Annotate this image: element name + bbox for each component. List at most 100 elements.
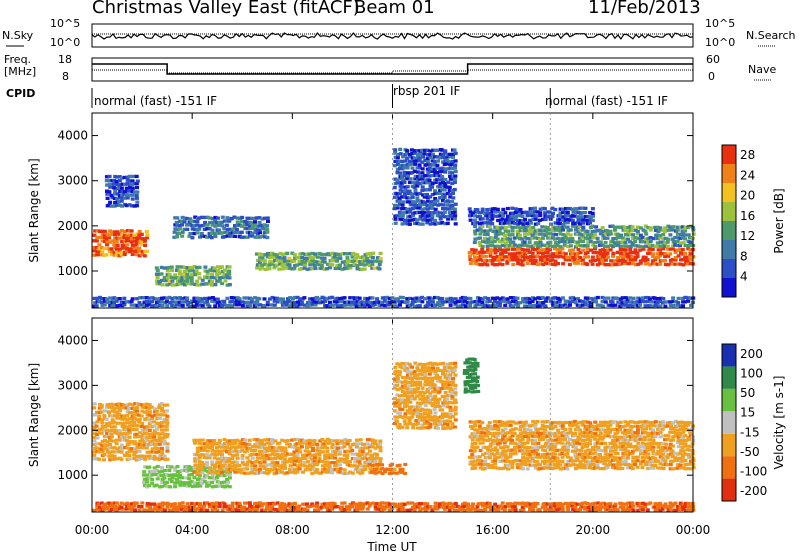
data-cell — [501, 449, 506, 453]
data-cell — [578, 256, 583, 260]
data-cell — [397, 426, 402, 430]
data-cell — [475, 258, 480, 262]
data-cell — [438, 156, 443, 160]
data-cell — [167, 272, 172, 277]
data-cell — [253, 227, 258, 231]
data-cell — [426, 199, 431, 203]
data-cell — [535, 232, 540, 236]
data-band-3 — [154, 264, 232, 287]
data-cell — [328, 300, 332, 304]
data-cell — [237, 223, 242, 227]
data-cell — [581, 218, 586, 222]
data-cell — [513, 247, 518, 251]
data-cell — [443, 373, 448, 377]
data-cell — [533, 463, 538, 467]
data-cell — [659, 296, 664, 300]
data-cell — [97, 243, 102, 247]
data-cell — [575, 220, 580, 225]
data-cell — [170, 476, 175, 480]
data-cell — [602, 236, 607, 240]
nsky-label: N.Sky — [2, 29, 34, 42]
data-cell — [406, 397, 411, 401]
data-cell — [535, 445, 540, 449]
noise-tick-left-top: 10^5 — [50, 17, 80, 30]
data-cell — [259, 258, 264, 263]
data-cell — [280, 456, 284, 460]
data-cell — [548, 434, 553, 438]
data-cell — [104, 422, 109, 426]
data-cell — [205, 215, 210, 219]
data-cell — [663, 226, 668, 230]
data-cell — [292, 301, 297, 305]
data-cell — [448, 192, 453, 197]
data-cell — [407, 210, 412, 214]
data-cell — [418, 368, 423, 372]
data-cell — [568, 427, 573, 431]
data-cell — [433, 387, 438, 391]
data-cell — [325, 267, 330, 271]
data-cell — [610, 224, 615, 228]
data-cell — [229, 228, 234, 232]
data-cell — [545, 466, 550, 470]
data-cell — [485, 240, 490, 245]
data-cell — [164, 424, 169, 428]
data-cell — [680, 296, 685, 301]
data-cell — [100, 232, 105, 236]
data-cell — [137, 303, 142, 307]
data-cell — [368, 445, 372, 449]
data-cell — [595, 303, 600, 307]
data-cell — [147, 443, 152, 447]
data-cell — [98, 295, 102, 300]
data-cell — [277, 468, 282, 472]
data-cell — [315, 471, 320, 475]
data-cell — [210, 272, 215, 276]
data-cell — [435, 416, 440, 420]
data-cell — [485, 244, 490, 248]
data-cell — [446, 167, 451, 171]
data-cell — [427, 372, 432, 376]
data-cell — [468, 303, 473, 308]
data-cell — [423, 214, 428, 219]
data-cell — [358, 442, 363, 446]
data-cell — [405, 373, 410, 377]
data-cell — [258, 256, 263, 260]
data-cell — [605, 236, 610, 240]
data-cell — [225, 477, 230, 482]
data-cell — [164, 435, 169, 439]
data-cell — [478, 226, 483, 230]
data-cell — [668, 300, 673, 304]
data-cell — [486, 465, 490, 469]
data-cell — [155, 268, 160, 273]
data-cell — [423, 408, 428, 412]
data-cell — [491, 303, 496, 307]
data-cell — [573, 434, 578, 438]
data-cell — [428, 149, 433, 153]
data-cell — [575, 225, 580, 230]
data-cell — [358, 438, 363, 442]
data-cell — [225, 472, 230, 477]
data-cell — [418, 402, 423, 406]
data-cell — [538, 258, 543, 262]
data-cell — [322, 260, 327, 264]
data-cell — [400, 195, 405, 199]
data-cell — [575, 240, 580, 244]
data-cell — [311, 448, 316, 453]
data-cell — [505, 445, 510, 449]
data-cell — [415, 196, 420, 200]
data-cell — [422, 369, 427, 373]
data-cell — [648, 239, 653, 243]
data-cell — [395, 362, 400, 366]
data-cell — [370, 438, 375, 442]
data-cell — [425, 192, 430, 197]
data-cell — [194, 269, 199, 274]
data-cell — [591, 214, 595, 218]
data-cell — [573, 442, 578, 446]
data-cell — [220, 449, 225, 453]
data-cell — [352, 296, 357, 300]
data-cell — [480, 250, 485, 255]
data-cell — [501, 466, 505, 470]
data-cell — [485, 427, 490, 431]
data-cell — [167, 477, 172, 481]
data-cell — [160, 406, 164, 411]
data-cell — [437, 303, 442, 307]
